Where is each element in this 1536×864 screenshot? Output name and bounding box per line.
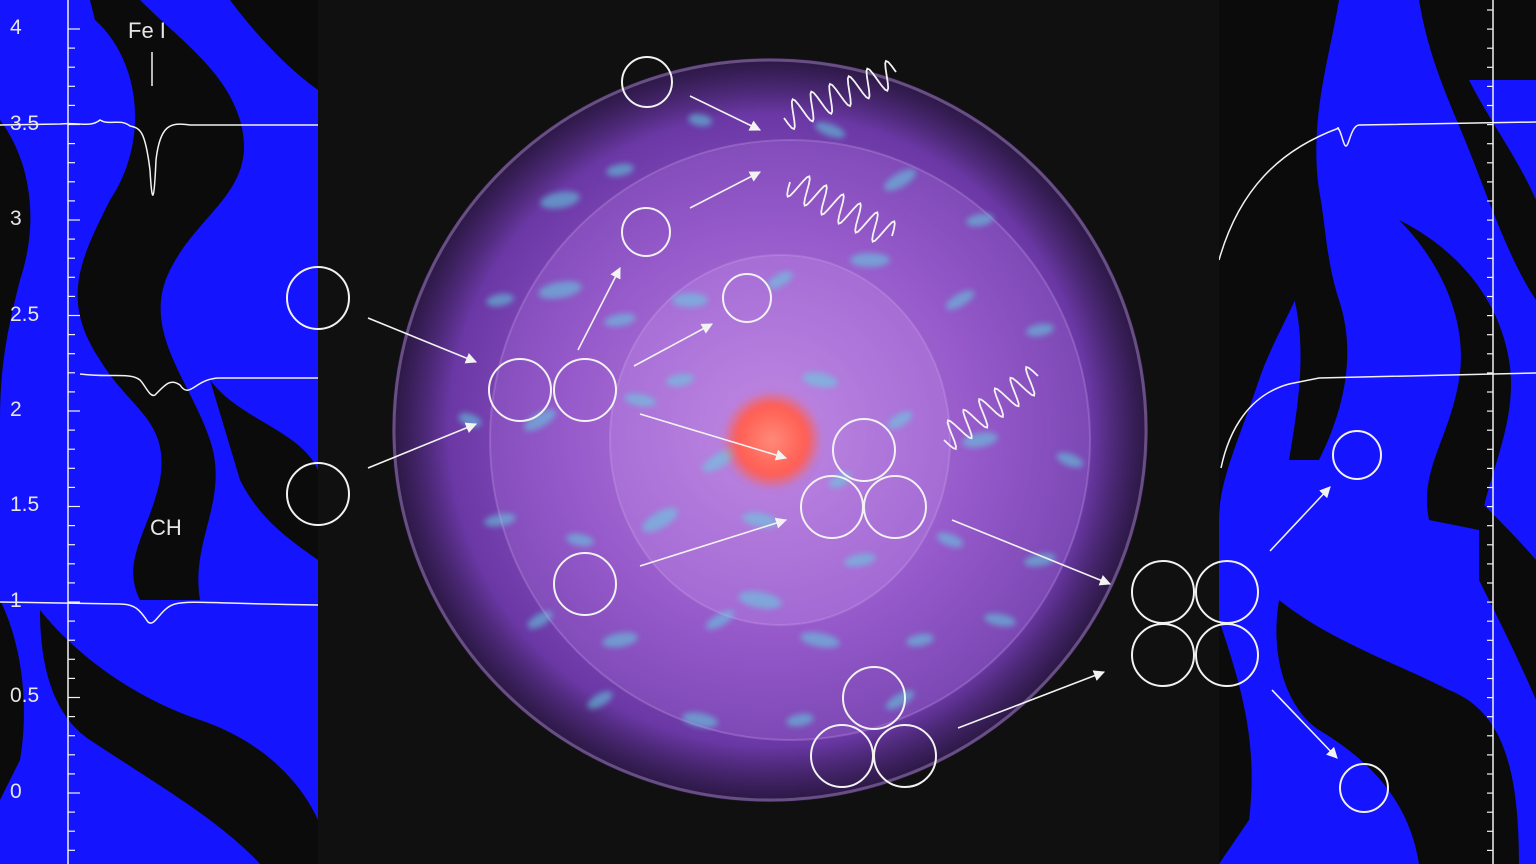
nucleus-circle-icon bbox=[1339, 763, 1389, 813]
y-tick-label: 0 bbox=[10, 780, 22, 803]
wave-icon bbox=[786, 175, 896, 243]
nucleus-circle-icon bbox=[553, 552, 617, 616]
nebula-spot bbox=[540, 191, 580, 209]
arrow-icon bbox=[1271, 689, 1338, 759]
ch-line-label: CH bbox=[150, 515, 182, 540]
nucleus-circle-icon bbox=[1195, 623, 1259, 687]
wave-icon bbox=[783, 59, 897, 131]
nebula-spot bbox=[1026, 323, 1054, 337]
nebula-spot bbox=[538, 281, 582, 299]
spectrum-line-icon bbox=[0, 601, 318, 624]
y-tick-label: 2.5 bbox=[10, 303, 40, 326]
nebula-spot bbox=[682, 712, 718, 728]
nucleus-circle-icon bbox=[621, 56, 673, 108]
nebula-spot bbox=[624, 393, 656, 407]
nebula-spot bbox=[850, 253, 890, 267]
spectrum-line-icon bbox=[79, 373, 318, 397]
nebula-spot bbox=[738, 591, 782, 609]
nucleus-circle-icon bbox=[553, 358, 617, 422]
nebula-spot bbox=[1056, 452, 1084, 468]
arrow-icon bbox=[633, 323, 713, 367]
nebula-spot bbox=[884, 169, 916, 191]
spectrum-line-icon bbox=[1220, 372, 1536, 469]
nebula-spot bbox=[1024, 553, 1056, 567]
nebula-spot bbox=[587, 691, 613, 709]
nucleus-circle-icon bbox=[842, 666, 906, 730]
nebula-spot bbox=[844, 553, 876, 567]
nebula-spot bbox=[742, 512, 778, 528]
arrow-icon bbox=[367, 317, 478, 364]
nebula-spot bbox=[936, 532, 964, 548]
nebula-spot bbox=[802, 372, 838, 388]
y-tick-label: 3 bbox=[10, 207, 22, 230]
y-tick-label: 0.5 bbox=[10, 684, 40, 707]
y-tick-label: 3.5 bbox=[10, 112, 40, 135]
fe-line-label: Fe I bbox=[128, 18, 166, 43]
spectrum-line-icon bbox=[0, 119, 318, 196]
nebula-spot bbox=[945, 290, 975, 310]
nebula-spot bbox=[527, 611, 553, 629]
nebula-spot bbox=[672, 293, 708, 307]
nebula-spot bbox=[604, 313, 636, 327]
nucleus-circle-icon bbox=[832, 418, 896, 482]
arrow-icon bbox=[1269, 486, 1331, 552]
star-core-icon bbox=[722, 390, 822, 490]
y-tick-label: 2 bbox=[10, 398, 22, 421]
left-blue-texture bbox=[0, 0, 318, 864]
nucleus-circle-icon bbox=[621, 207, 671, 257]
right-spectrum-panel bbox=[1219, 0, 1536, 864]
nebula-spot bbox=[566, 533, 594, 547]
nucleus-circle-icon bbox=[863, 475, 927, 539]
nebula-spot bbox=[666, 373, 694, 387]
arrow-icon bbox=[367, 422, 478, 469]
nucleus-circle-icon bbox=[488, 358, 552, 422]
arrow-icon bbox=[689, 95, 762, 131]
spectrum-line-icon bbox=[1219, 121, 1536, 261]
arrow-icon bbox=[957, 670, 1106, 729]
arrow-icon bbox=[951, 519, 1112, 586]
nebula-spot bbox=[984, 613, 1016, 627]
nebula-spot bbox=[642, 507, 678, 533]
arrow-icon bbox=[639, 413, 788, 461]
nebula-spot bbox=[602, 632, 638, 648]
arrow-icon bbox=[639, 517, 788, 567]
nebula-spot bbox=[767, 271, 793, 289]
nebula-spot bbox=[906, 633, 934, 647]
wave-icon bbox=[943, 365, 1039, 451]
nebula-spot bbox=[486, 293, 514, 307]
nucleus-circle-icon bbox=[1195, 560, 1259, 624]
nebula-spot bbox=[885, 690, 915, 710]
nebula-spot bbox=[705, 610, 735, 630]
nebula-spot bbox=[800, 632, 840, 648]
nucleus-circle-icon bbox=[1131, 560, 1195, 624]
nucleus-circle-icon bbox=[722, 273, 772, 323]
y-tick-label: 1 bbox=[10, 589, 22, 612]
left-spectrum-panel: 4 3.5 3 2.5 2 1.5 1 0.5 0 Fe I CH bbox=[0, 0, 318, 864]
right-blue-texture bbox=[1219, 0, 1536, 864]
nucleus-circle-icon bbox=[286, 266, 350, 330]
nebula-spot bbox=[688, 113, 712, 127]
y-tick-label: 4 bbox=[10, 16, 22, 39]
nebula-spot bbox=[484, 513, 516, 527]
nebula-spot bbox=[814, 122, 846, 138]
nucleus-circle-icon bbox=[286, 462, 350, 526]
nucleus-circle-icon bbox=[873, 724, 937, 788]
nebula-spot bbox=[966, 213, 994, 227]
nucleus-circle-icon bbox=[1332, 430, 1382, 480]
arrow-icon bbox=[689, 171, 761, 209]
nebula-spot bbox=[524, 409, 556, 431]
nebula-spot bbox=[786, 713, 814, 727]
nucleus-circle-icon bbox=[1131, 623, 1195, 687]
nebula-spot bbox=[887, 411, 913, 429]
nebula-spot bbox=[606, 163, 634, 177]
y-tick-label: 1.5 bbox=[10, 493, 40, 516]
arrow-icon bbox=[577, 267, 621, 351]
